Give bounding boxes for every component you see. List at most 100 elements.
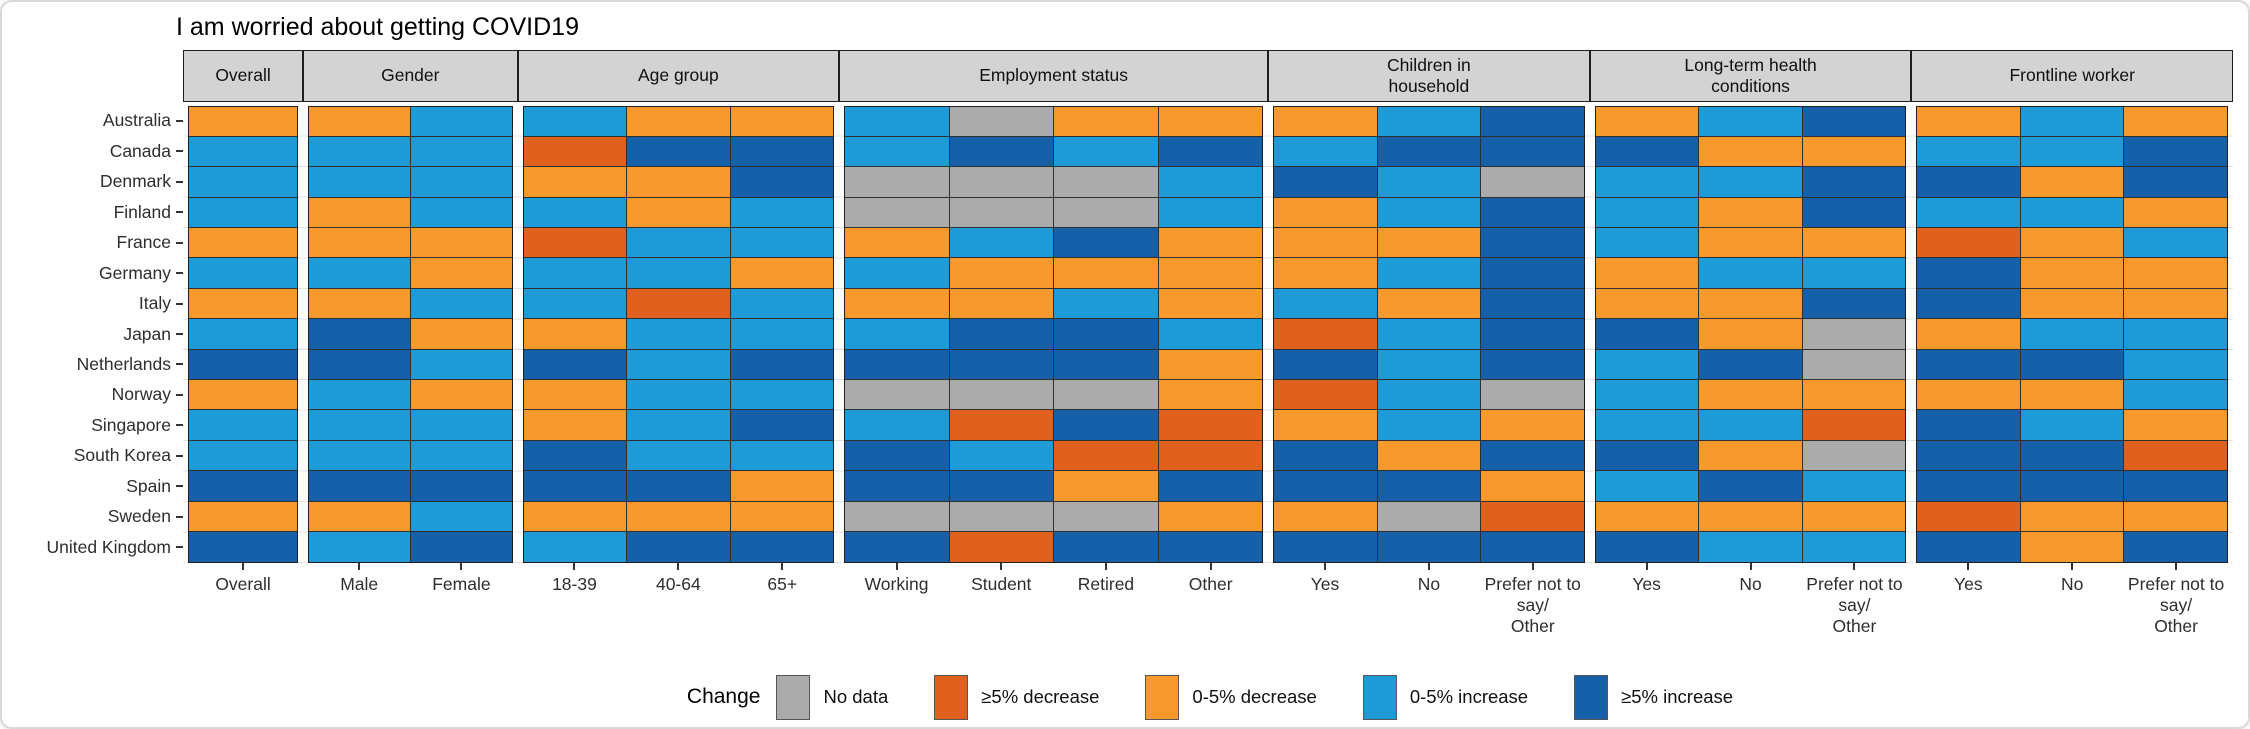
country-label: Spain — [126, 475, 171, 496]
heatmap-cell — [1595, 106, 1699, 136]
heatmap-cell — [523, 471, 627, 501]
heatmap-cell — [1802, 319, 1906, 349]
heatmap-cell — [730, 228, 834, 258]
heatmap-cell — [1481, 197, 1584, 228]
heatmap-cell — [2020, 440, 2124, 471]
x-axis-label: 65+ — [767, 573, 798, 594]
heatmap-cell — [1595, 197, 1699, 228]
heatmap-cell — [1917, 228, 2020, 258]
heatmap-cell — [730, 501, 834, 532]
heatmap-cell — [1699, 167, 1802, 197]
heatmap-cell — [1377, 380, 1481, 410]
heatmap-cell — [1054, 349, 1158, 380]
heatmap-cell — [523, 410, 627, 440]
x-tick-slot — [949, 562, 1054, 570]
heatmap-cell — [730, 167, 834, 197]
heatmap-cell — [949, 349, 1054, 380]
x-axis-labels: Yes No Prefer not to say/ Other — [1273, 574, 1585, 637]
heatmap-cell — [523, 501, 627, 532]
heatmap-cell — [730, 319, 834, 349]
x-axis-tick — [460, 562, 463, 570]
x-axis-tick — [1531, 562, 1534, 570]
y-axis-tick — [176, 302, 183, 305]
facet-grid-frontline-worker — [1917, 106, 2228, 562]
legend-swatch-dec — [1145, 674, 1180, 720]
heatmap-cell — [949, 410, 1054, 440]
legend-title: Change — [686, 685, 761, 708]
heatmap-cell — [523, 440, 627, 471]
heatmap-cell — [2124, 197, 2228, 228]
x-axis-label: Prefer not to say/ Other — [1484, 573, 1581, 636]
heatmap-cell — [1802, 501, 1906, 532]
heatmap-cell — [2020, 471, 2124, 501]
heatmap-cell — [189, 228, 298, 258]
country-label: Singapore — [91, 414, 171, 435]
heatmap-cell — [1274, 319, 1377, 349]
country-row-label: Germany — [2, 258, 183, 288]
heatmap-cell — [523, 349, 627, 380]
heatmap-cell — [1054, 167, 1158, 197]
facet-panel-age-group — [522, 105, 835, 563]
heatmap-cell — [1274, 380, 1377, 410]
heatmap-cell — [1802, 258, 1906, 288]
heatmap-cell — [845, 197, 949, 228]
heatmap-cell — [2020, 288, 2124, 319]
heatmap-cell — [2020, 258, 2124, 288]
facet-header-long-term-health-conditions: Long-term health conditions — [1589, 49, 1912, 102]
heatmap-cell — [1481, 532, 1584, 562]
heatmap-cell — [1054, 410, 1158, 440]
country-label: United Kingdom — [46, 536, 171, 557]
x-axis-tick — [1209, 562, 1212, 570]
heatmap-cell — [1377, 288, 1481, 319]
x-tick-slot — [523, 562, 627, 570]
heatmap-cell — [949, 319, 1054, 349]
heatmap-cell — [1802, 288, 1906, 319]
country-row-label: France — [2, 227, 183, 257]
heatmap-cell — [189, 319, 298, 349]
heatmap-cell — [845, 228, 949, 258]
facet-header-gender: Gender — [303, 49, 518, 102]
legend: Change No data ≥5% decrease 0-5% decrease 0… — [183, 674, 2237, 720]
x-axis-label: Prefer not to say/ Other — [2127, 573, 2225, 636]
heatmap-cell — [1917, 136, 2020, 167]
heatmap-cell — [2020, 197, 2124, 228]
heatmap-cell — [189, 197, 298, 228]
faceted-heatmap: Australia Canada Denmark Finland France Germa… — [2, 49, 2248, 637]
heatmap-cell — [1699, 258, 1802, 288]
heatmap-cell — [1699, 349, 1802, 380]
x-axis-labels: Yes No Prefer not to say/ Other — [1595, 574, 1907, 637]
country-row-label: Netherlands — [2, 349, 183, 379]
y-axis-tick — [176, 211, 183, 214]
heatmap-cell — [2020, 136, 2124, 167]
heatmap-cell — [189, 380, 298, 410]
heatmap-cell — [1158, 501, 1263, 532]
heatmap-cell — [1481, 319, 1584, 349]
heatmap-cell — [410, 410, 512, 440]
heatmap-cell — [2124, 410, 2228, 440]
country-row-label: Canada — [2, 136, 183, 166]
heatmap-cell — [627, 440, 730, 471]
heatmap-cell — [523, 136, 627, 167]
country-row-label: Denmark — [2, 166, 183, 196]
heatmap-cell — [1802, 228, 1906, 258]
heatmap-cell — [949, 532, 1054, 562]
x-axis-label: 18-39 — [552, 573, 597, 594]
heatmap-cell — [1699, 471, 1802, 501]
legend-item-dec: 0-5% decrease — [1145, 674, 1317, 720]
heatmap-cell — [1377, 501, 1481, 532]
facet-long-term-health-conditions: Long-term health conditions Yes No Prefer n… — [1589, 49, 1912, 637]
facet-employment-status: Employment status Working Student Retired Ot… — [839, 49, 1269, 637]
heatmap-cell — [1377, 197, 1481, 228]
heatmap-cell — [1377, 319, 1481, 349]
facet-header-frontline-worker: Frontline worker — [1911, 49, 2234, 102]
x-axis-labels: Male Female — [308, 574, 512, 595]
heatmap-cell — [309, 440, 410, 471]
heatmap-cell — [627, 167, 730, 197]
heatmap-cell — [2020, 167, 2124, 197]
facet-header-employment-status: Employment status — [839, 49, 1269, 102]
heatmap-cell — [1699, 106, 1802, 136]
y-axis-tick — [176, 546, 183, 549]
heatmap-cell — [1481, 136, 1584, 167]
x-axis-tick — [781, 562, 784, 570]
heatmap-cell — [1917, 532, 2020, 562]
